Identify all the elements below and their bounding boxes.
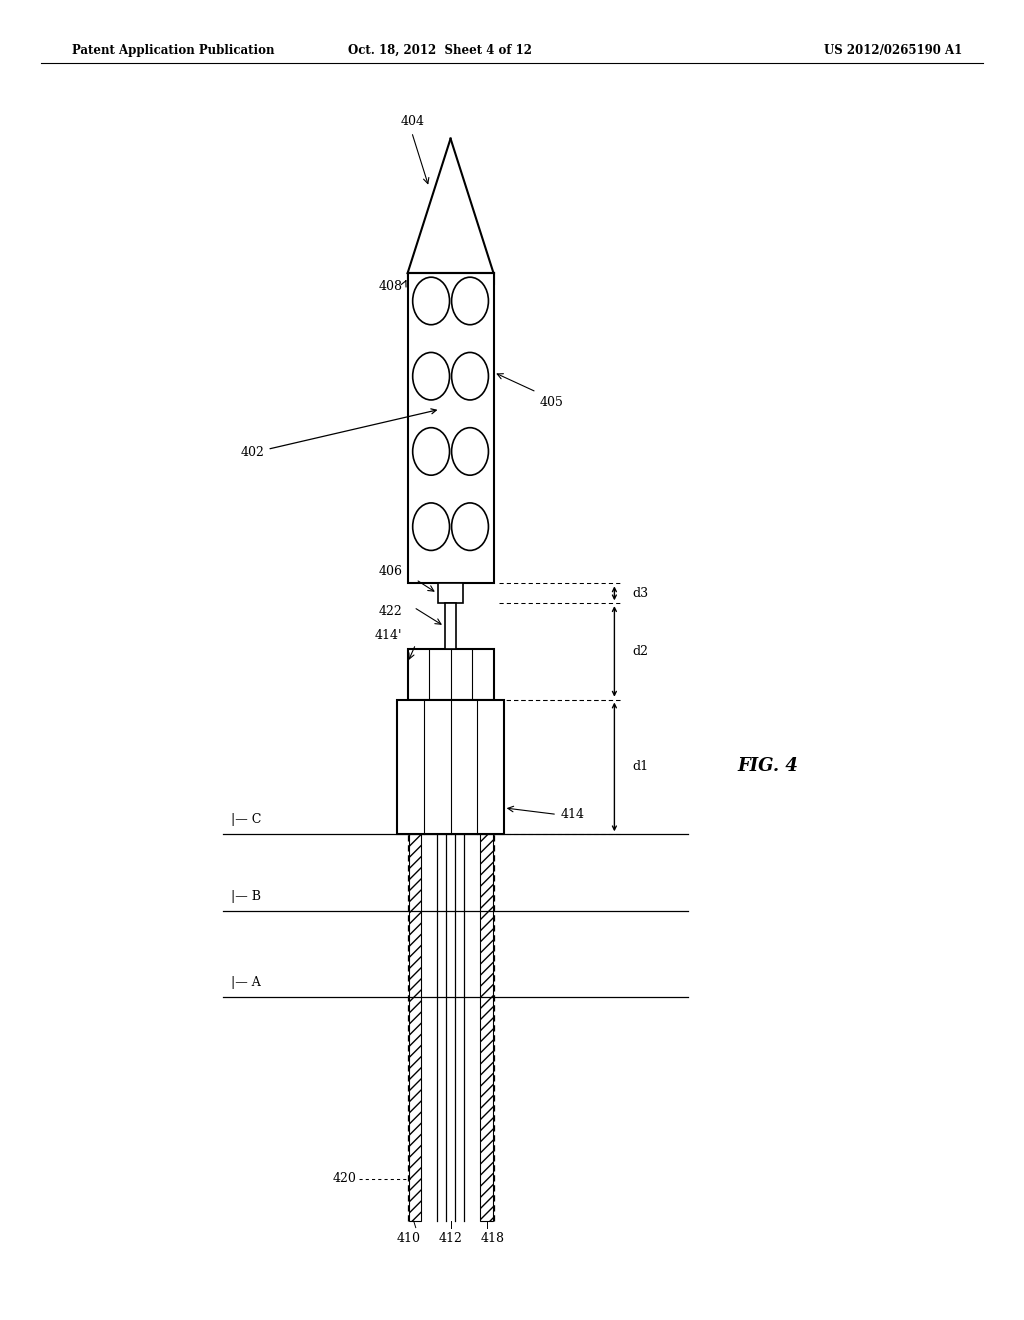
Circle shape: [413, 428, 450, 475]
Circle shape: [413, 277, 450, 325]
Text: 410: 410: [396, 1232, 421, 1245]
Text: 406: 406: [379, 565, 402, 578]
Text: |— B: |— B: [231, 890, 261, 903]
Text: |— C: |— C: [230, 813, 261, 826]
Text: d1: d1: [633, 760, 649, 774]
Circle shape: [452, 352, 488, 400]
Text: Oct. 18, 2012  Sheet 4 of 12: Oct. 18, 2012 Sheet 4 of 12: [348, 44, 532, 57]
Text: 412: 412: [438, 1232, 463, 1245]
Bar: [480, 700, 493, 1221]
Bar: [408, 649, 494, 700]
Text: 418: 418: [480, 1232, 505, 1245]
Text: FIG. 4: FIG. 4: [737, 756, 798, 775]
Bar: [445, 603, 456, 649]
Circle shape: [452, 428, 488, 475]
Text: |— A: |— A: [231, 975, 261, 989]
Bar: [397, 700, 504, 834]
Text: 414': 414': [375, 628, 402, 642]
Text: 414: 414: [560, 808, 584, 821]
Bar: [438, 583, 463, 603]
Text: 420: 420: [333, 1172, 356, 1185]
Text: 404: 404: [401, 115, 425, 128]
Text: 402: 402: [241, 409, 436, 459]
Circle shape: [452, 503, 488, 550]
Text: Patent Application Publication: Patent Application Publication: [72, 44, 274, 57]
Circle shape: [452, 277, 488, 325]
Circle shape: [413, 352, 450, 400]
Bar: [408, 273, 494, 583]
Text: 422: 422: [379, 605, 402, 618]
Text: 408: 408: [379, 280, 402, 293]
Text: d3: d3: [633, 587, 649, 599]
Bar: [409, 700, 421, 1221]
Text: US 2012/0265190 A1: US 2012/0265190 A1: [824, 44, 963, 57]
Text: d2: d2: [633, 645, 649, 657]
Circle shape: [413, 503, 450, 550]
Text: 405: 405: [540, 396, 563, 409]
